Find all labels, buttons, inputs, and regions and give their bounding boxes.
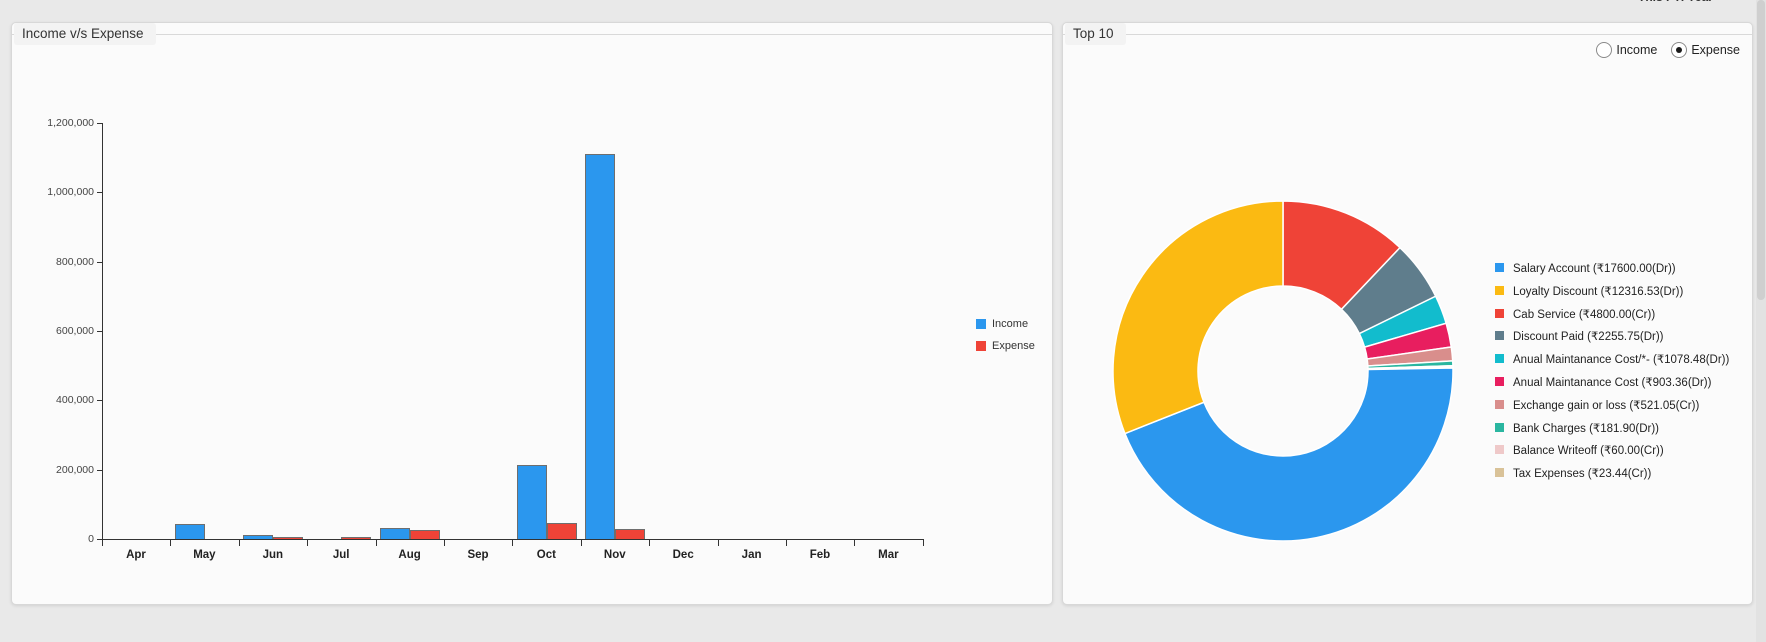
x-tick (375, 540, 377, 546)
x-tick (102, 540, 103, 546)
donut-legend-label: Anual Maintanance Cost (₹903.36(Dr)) (1513, 377, 1712, 389)
legend-label: Expense (992, 340, 1035, 352)
donut-legend-label: Loyalty Discount (₹12316.53(Dr)) (1513, 285, 1684, 298)
scrollbar-thumb[interactable] (1757, 0, 1765, 300)
y-axis (102, 123, 103, 539)
x-axis-label: Aug (398, 549, 421, 561)
x-tick (854, 540, 856, 546)
bar-expense-jun[interactable] (273, 537, 303, 539)
income-expense-radio-group: Income Expense (1582, 41, 1740, 63)
x-tick (307, 540, 309, 546)
x-tick (922, 540, 924, 546)
x-axis-label: Jun (262, 549, 284, 561)
bar-expense-oct[interactable] (546, 523, 577, 539)
bar-income-oct[interactable] (516, 465, 547, 539)
donut-legend-label: Cab Service (₹4800.00(Cr)) (1513, 308, 1656, 321)
donut-legend-swatch (1495, 422, 1504, 432)
x-axis-label: Mar (878, 549, 899, 561)
x-tick (649, 540, 651, 546)
this-fy-year-label: This FY: Year (1638, 0, 1713, 4)
donut-legend-swatch (1495, 445, 1504, 455)
donut-legend-swatch (1495, 377, 1504, 386)
top10-panel: Top 10 Income Expense Salary Account (₹17… (1062, 22, 1753, 605)
donut-slice-salary-account[interactable] (1123, 367, 1454, 542)
bar-income-may[interactable] (174, 524, 205, 539)
y-tick-label: 800,000 (56, 255, 94, 268)
y-tick (97, 469, 102, 471)
donut-legend-swatch (1495, 468, 1504, 478)
radio-circle-expense[interactable] (1671, 41, 1688, 58)
y-tick-label: 600,000 (56, 325, 94, 337)
y-tick (97, 192, 102, 194)
radio-label: Income (1616, 42, 1658, 57)
vertical-scrollbar[interactable] (1756, 0, 1766, 642)
radio-expense[interactable]: Expense (1671, 41, 1740, 61)
bar-income-jun[interactable] (243, 535, 273, 539)
x-axis-label: Jul (332, 549, 350, 561)
y-tick (97, 261, 102, 263)
x-axis (102, 539, 924, 540)
panel-top-rule (12, 34, 1052, 35)
x-tick (170, 540, 172, 546)
x-axis-label: Jan (741, 549, 762, 561)
y-tick-label: 1,000,000 (47, 186, 94, 199)
bar-chart-plot-area: 0 200,000 400,000 600,000 800,000 1,000,000 1,… (12, 23, 1052, 604)
x-axis-label: Sep (467, 549, 489, 561)
legend-label: Income (992, 318, 1029, 330)
income-vs-expense-panel: Income v/s Expense 0 200,000 400,000 600,00… (11, 22, 1053, 605)
donut-legend-swatch (1495, 285, 1504, 295)
y-tick (97, 539, 102, 540)
radio-circle-income[interactable] (1596, 41, 1613, 58)
donut-legend-swatch (1495, 308, 1504, 318)
x-axis-label: Feb (809, 549, 831, 561)
radio-income[interactable]: Income (1596, 41, 1657, 61)
donut-legend-label: Salary Account (₹17600.00(Dr)) (1513, 263, 1676, 275)
bar-income-aug[interactable] (379, 528, 410, 539)
y-tick (97, 400, 102, 402)
x-axis-label: May (193, 549, 216, 561)
x-axis-label: Oct (536, 549, 556, 561)
donut-legend-label: Bank Charges (₹181.90(Dr)) (1513, 422, 1660, 435)
x-tick (512, 540, 514, 546)
bar-chart-title: Income v/s Expense (14, 23, 156, 45)
y-tick-label: 200,000 (56, 463, 94, 476)
donut-legend-swatch (1495, 263, 1504, 272)
x-tick (444, 540, 445, 546)
y-tick (97, 123, 102, 124)
legend-swatch-expense (976, 341, 986, 351)
donut-legend-label: Discount Paid (₹2255.75(Dr)) (1513, 331, 1664, 344)
y-tick (97, 331, 102, 332)
bar-income-nov[interactable] (585, 154, 615, 539)
donut-legend-swatch (1495, 331, 1504, 341)
x-tick (580, 540, 582, 546)
x-axis-label: Nov (603, 549, 626, 561)
bar-expense-aug[interactable] (409, 530, 440, 539)
y-tick-label: 400,000 (56, 394, 94, 407)
donut-legend-label: Tax Expenses (₹23.44(Cr)) (1513, 468, 1652, 481)
donut-chart (1112, 200, 1454, 542)
donut-legend-swatch (1495, 354, 1504, 364)
donut-legend-label: Anual Maintanance Cost/*- (₹1078.48(Dr)) (1513, 354, 1730, 367)
donut-slice-loyalty-discount[interactable] (1112, 200, 1284, 435)
y-tick-label: 0 (88, 533, 94, 545)
panel-top-rule (1063, 34, 1752, 35)
x-tick (717, 540, 719, 546)
donut-legend-label: Exchange gain or loss (₹521.05(Cr)) (1513, 399, 1700, 412)
x-axis-label: Apr (126, 549, 146, 561)
donut-legend-label: Balance Writeoff (₹60.00(Cr)) (1513, 445, 1664, 458)
y-tick-label: 1,200,000 (47, 117, 94, 129)
donut-chart-title: Top 10 (1065, 23, 1126, 45)
bar-expense-jul[interactable] (341, 537, 372, 539)
bar-expense-nov[interactable] (615, 529, 645, 539)
x-axis-label: Dec (672, 549, 694, 561)
x-tick (786, 540, 787, 546)
legend-swatch-income (976, 319, 986, 329)
radio-label: Expense (1691, 42, 1740, 57)
donut-legend-swatch (1495, 399, 1504, 409)
x-tick (238, 540, 240, 546)
